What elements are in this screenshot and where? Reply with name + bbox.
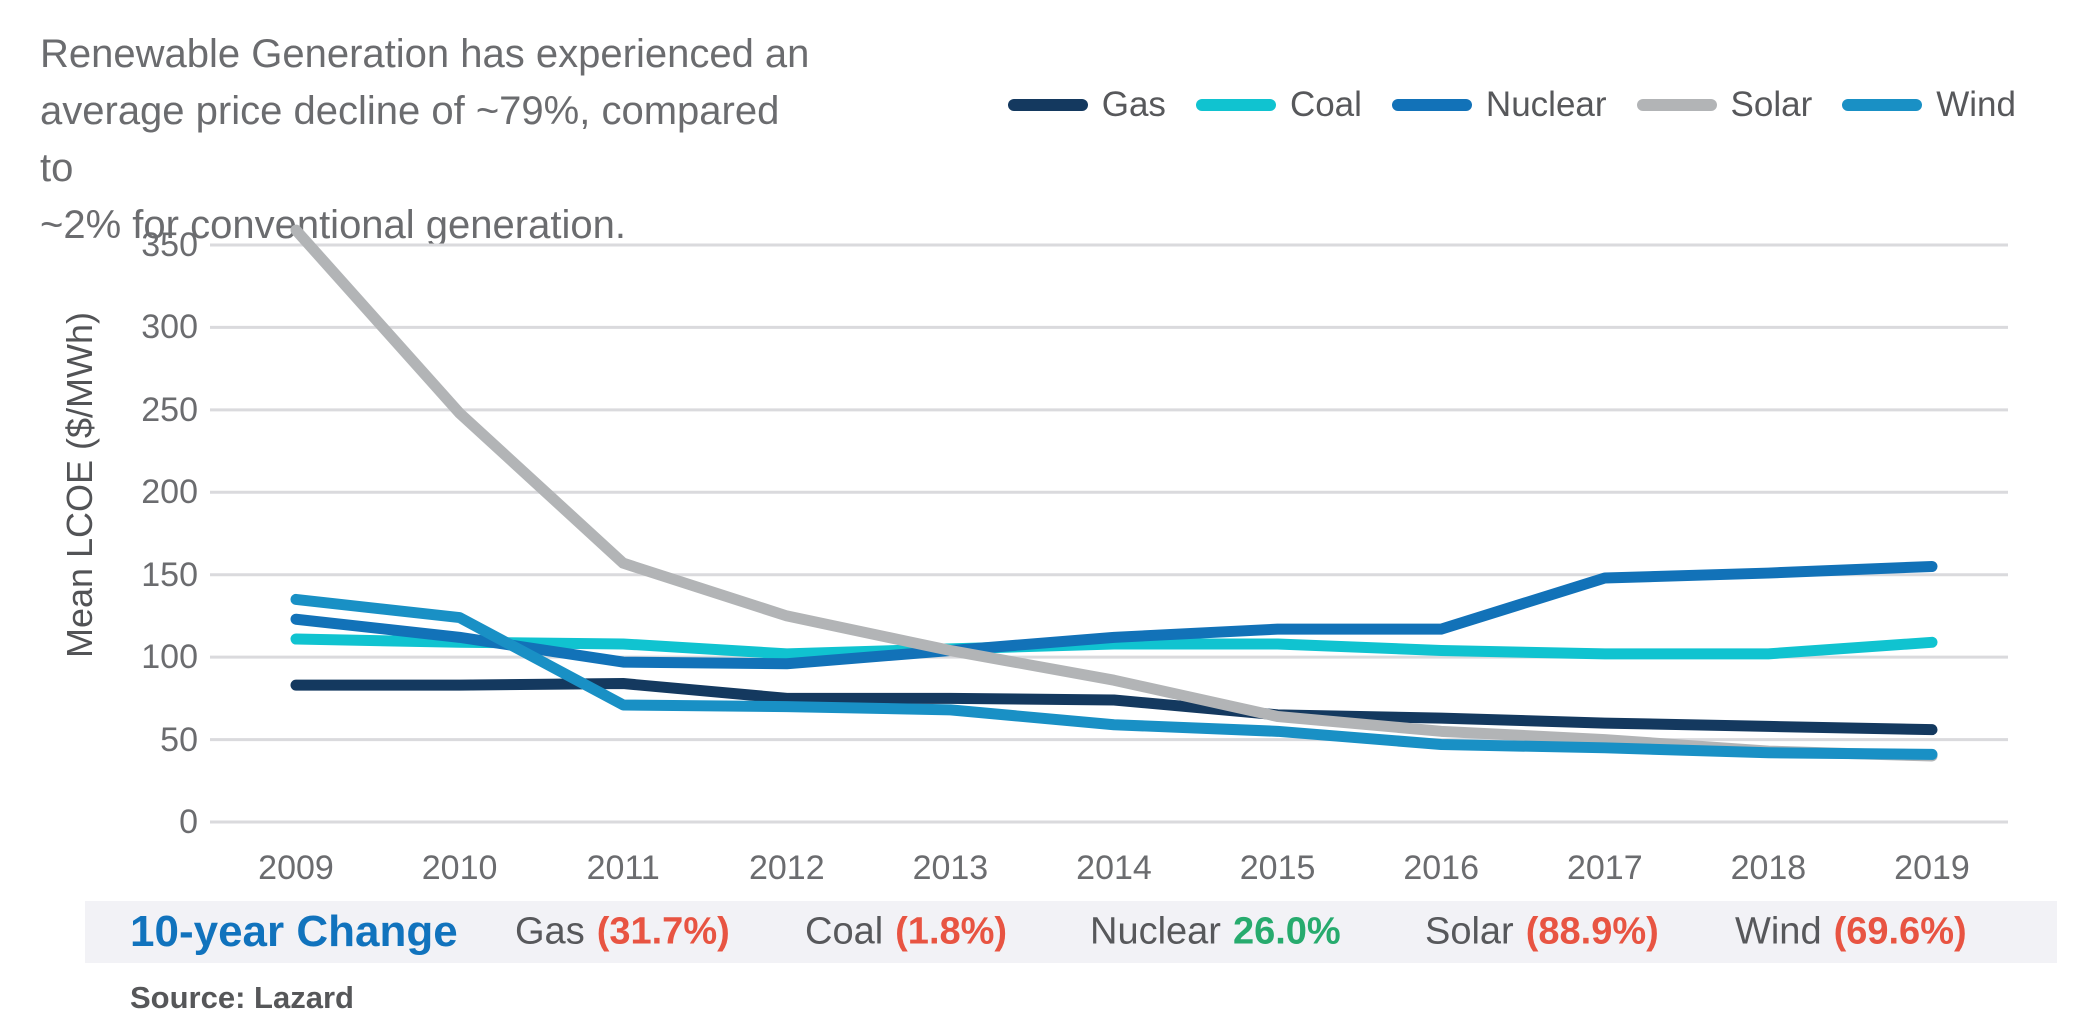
- x-tick-label-2012: 2012: [748, 849, 825, 887]
- change-label: Coal: [805, 910, 884, 953]
- change-item-coal: Coal (1.8%): [805, 911, 1007, 954]
- change-value: (31.7%): [596, 910, 730, 953]
- change-value: (88.9%): [1525, 910, 1659, 953]
- x-tick-label-2013: 2013: [912, 849, 989, 887]
- change-item-solar: Solar (88.9%): [1425, 911, 1659, 954]
- legend-swatch-coal: [1195, 99, 1276, 111]
- x-tick-label-2011: 2011: [586, 849, 660, 887]
- x-tick-label-2016: 2016: [1403, 849, 1479, 887]
- change-item-gas: Gas (31.7%): [515, 911, 730, 954]
- series-line-coal: [290, 633, 1938, 660]
- y-tick-label-50: 50: [160, 720, 198, 759]
- x-tick-label-2019: 2019: [1894, 849, 1970, 887]
- y-tick-label-300: 300: [141, 308, 198, 347]
- series-line-nuclear: [290, 560, 1938, 670]
- x-tick-label-2017: 2017: [1566, 849, 1643, 887]
- legend-item-gas: Gas: [1007, 85, 1166, 125]
- change-item-wind: Wind (69.6%): [1735, 911, 1967, 954]
- source-note: Source: Lazard: [130, 980, 354, 1015]
- series-line-solar: [290, 224, 1938, 762]
- legend-item-coal: Coal: [1195, 85, 1362, 125]
- change-label: Nuclear: [1090, 910, 1221, 953]
- change-summary-row: 10-year Change Gas (31.7%) Coal (1.8%) Nucle…: [85, 901, 2057, 963]
- legend-swatch-wind: [1842, 99, 1923, 111]
- chart-headline: Renewable Generation has experienced an …: [40, 32, 810, 247]
- x-tick-label-2018: 2018: [1730, 849, 1807, 887]
- chart-legend: Gas Coal Nuclear Solar Wind: [1007, 85, 2016, 125]
- legend-item-nuclear: Nuclear: [1391, 85, 1607, 125]
- x-tick-label-2010: 2010: [421, 849, 498, 887]
- legend-label: Solar: [1730, 85, 1813, 124]
- change-value: (1.8%): [895, 910, 1008, 953]
- legend-swatch-gas: [1007, 99, 1088, 111]
- change-row-heading: 10-year Change: [130, 907, 458, 956]
- y-tick-label-0: 0: [179, 803, 198, 841]
- legend-label: Wind: [1936, 85, 2016, 124]
- legend-label: Coal: [1289, 85, 1362, 124]
- change-label: Gas: [515, 910, 585, 953]
- change-label: Wind: [1735, 910, 1822, 953]
- legend-label: Gas: [1101, 85, 1166, 124]
- change-item-nuclear: Nuclear 26.0%: [1090, 911, 1341, 954]
- y-tick-label-100: 100: [141, 638, 198, 677]
- change-label: Solar: [1425, 910, 1514, 953]
- change-value: 26.0%: [1232, 910, 1341, 953]
- x-tick-label-2014: 2014: [1076, 849, 1152, 887]
- legend-item-solar: Solar: [1636, 85, 1813, 125]
- change-value: (69.6%): [1833, 910, 1967, 953]
- x-tick-label-2009: 2009: [258, 849, 334, 887]
- legend-swatch-solar: [1636, 99, 1717, 111]
- series-line-wind: [290, 593, 1938, 760]
- y-tick-label-200: 200: [141, 473, 198, 512]
- y-axis-title: Mean LCOE ($/MWh): [59, 311, 100, 659]
- y-tick-label-350: 350: [141, 225, 198, 264]
- legend-label: Nuclear: [1485, 85, 1607, 124]
- y-tick-label-150: 150: [141, 555, 198, 594]
- legend-swatch-nuclear: [1391, 99, 1472, 111]
- series-line-gas: [290, 678, 1938, 736]
- y-tick-label-250: 250: [141, 390, 198, 429]
- legend-item-wind: Wind: [1842, 85, 2016, 125]
- x-tick-label-2015: 2015: [1239, 849, 1316, 887]
